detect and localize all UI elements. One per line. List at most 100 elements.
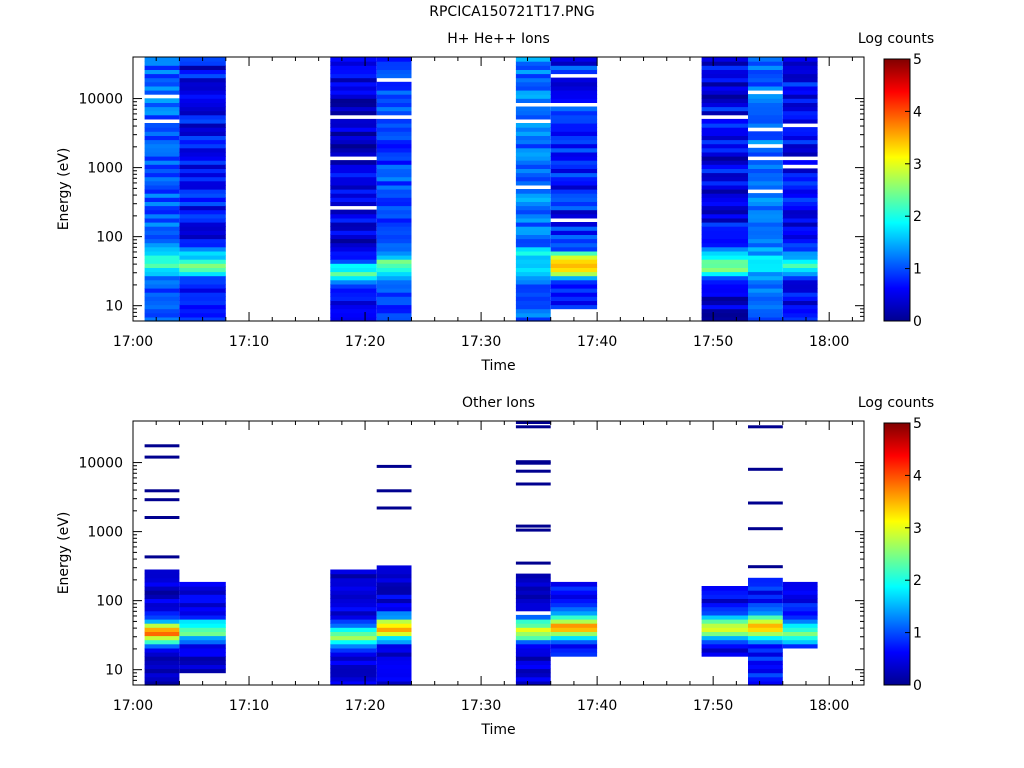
- spectrogram-cell: [330, 90, 377, 95]
- spectrogram-cell: [179, 184, 226, 190]
- spectrogram-cell: [515, 151, 551, 157]
- spectrogram-cell: [550, 164, 598, 169]
- spectrogram-cell: [701, 263, 748, 268]
- spectrogram-cell: [748, 672, 783, 678]
- spectrogram-cell: [376, 73, 412, 79]
- colorbar-tick-label: 1: [913, 262, 922, 278]
- spectrogram-cell: [376, 180, 412, 186]
- spectrogram-column-9: [782, 57, 818, 322]
- spectrogram-cell: [701, 647, 748, 653]
- spectrogram-cell: [515, 288, 551, 293]
- spectrogram-cell: [144, 288, 180, 293]
- spectrogram-cell: [330, 172, 377, 178]
- spectrogram-cell: [376, 263, 412, 268]
- spectrogram-cell: [179, 127, 226, 132]
- spectrogram-cell: [179, 594, 226, 599]
- spectrogram-cell: [144, 168, 180, 174]
- spectrogram-cell: [144, 172, 180, 178]
- spectrogram-cell: [782, 180, 818, 186]
- spectrogram-cell: [701, 180, 748, 186]
- spectrogram-cell: [144, 259, 180, 264]
- spectrogram-cell: [782, 255, 818, 260]
- spectrogram-cell: [782, 205, 818, 211]
- spectrogram-cell: [550, 246, 598, 252]
- spectrogram-cell: [550, 631, 598, 637]
- spectrogram-cell: [515, 631, 551, 637]
- spectrogram-cell: [179, 213, 226, 219]
- spectrogram-cell: [515, 205, 551, 211]
- spectrogram-cell: [515, 577, 551, 583]
- spectrogram-cell: [782, 267, 818, 273]
- spectrogram-cell: [701, 288, 748, 293]
- spectrogram-cell: [144, 279, 180, 285]
- spectrogram-cell: [782, 61, 818, 66]
- spectrogram-cell: [330, 602, 377, 608]
- spectrogram-cell: [330, 643, 377, 649]
- spectrogram-cell: [515, 255, 551, 260]
- spectrogram-cell: [550, 106, 598, 112]
- spectrogram-cell: [179, 586, 226, 591]
- spectrogram-cell: [376, 147, 412, 153]
- spectrogram-cell: [144, 300, 180, 306]
- spectrogram-cell: [144, 577, 180, 583]
- spectrogram-cell: [748, 226, 783, 231]
- spectrogram-cell: [782, 581, 818, 587]
- spectrogram-cell: [179, 614, 226, 620]
- spectrogram-cell: [550, 639, 598, 645]
- spectrogram-cell: [701, 610, 748, 616]
- spectrogram-cell: [179, 156, 226, 161]
- spectrogram-cell: [179, 217, 226, 223]
- spectrogram-cell: [376, 213, 412, 219]
- spectrogram-cell: [748, 201, 783, 207]
- spectrogram-cell: [330, 308, 377, 314]
- spectrogram-cell: [179, 197, 226, 202]
- colorbar-tick-label: 2: [913, 573, 922, 589]
- spectrogram-cell: [748, 627, 783, 632]
- spectrogram-cell: [179, 263, 226, 268]
- spectrogram-cell: [701, 65, 748, 70]
- spectrogram-cell: [748, 267, 783, 273]
- spectrogram-cell: [748, 61, 783, 66]
- spectrogram-cell: [701, 118, 748, 124]
- spectrogram-cell: [330, 263, 377, 268]
- spectrogram-cell: [144, 73, 180, 79]
- spectrogram-cell: [144, 271, 180, 277]
- spectrogram-cell: [144, 316, 180, 322]
- spectrogram-cell: [782, 619, 818, 624]
- spectrogram-cell: [144, 176, 180, 182]
- spectrogram-cell: [144, 250, 180, 256]
- spectrogram-cell: [550, 69, 598, 75]
- spectrogram-cell: [701, 312, 748, 318]
- spectrogram-cell: [515, 193, 551, 198]
- spectrogram-cell: [179, 619, 226, 624]
- spectrogram-cell: [701, 300, 748, 306]
- spectrogram-cell: [330, 135, 377, 141]
- spectrogram-cell: [376, 577, 412, 583]
- spectrogram-cell: [515, 234, 551, 240]
- spectrogram-cell: [782, 151, 818, 157]
- spectrogram-cell: [782, 57, 818, 62]
- colorbar-tick-label: 5: [913, 52, 922, 68]
- spectrogram-cell: [701, 106, 748, 112]
- x-tick-label: 17:50: [693, 698, 733, 714]
- spectrogram-cell: [376, 598, 412, 604]
- spectrogram-cell: [144, 312, 180, 318]
- spectrogram-cell: [701, 131, 748, 136]
- spectrogram-cell: [748, 222, 783, 227]
- spectrogram-cell: [144, 652, 180, 657]
- spectrogram-cell: [748, 73, 783, 79]
- spectrogram-cell: [515, 189, 551, 194]
- spectrogram-cell: [330, 614, 377, 620]
- x-tick-label: 17:40: [577, 334, 617, 350]
- spectrogram-cell: [701, 606, 748, 612]
- spectrogram-cell: [550, 602, 598, 608]
- spectrogram-cell: [515, 652, 551, 657]
- spectrogram-cell: [515, 90, 551, 95]
- spectrogram-cell: [144, 160, 180, 165]
- spectrogram-cell: [376, 81, 412, 87]
- spectrogram-cell: [701, 123, 748, 128]
- spectrogram-cell: [748, 114, 783, 120]
- spectrogram-cell: [144, 217, 180, 223]
- spectrogram-cell: [179, 647, 226, 653]
- spectrogram-cell: [748, 131, 783, 136]
